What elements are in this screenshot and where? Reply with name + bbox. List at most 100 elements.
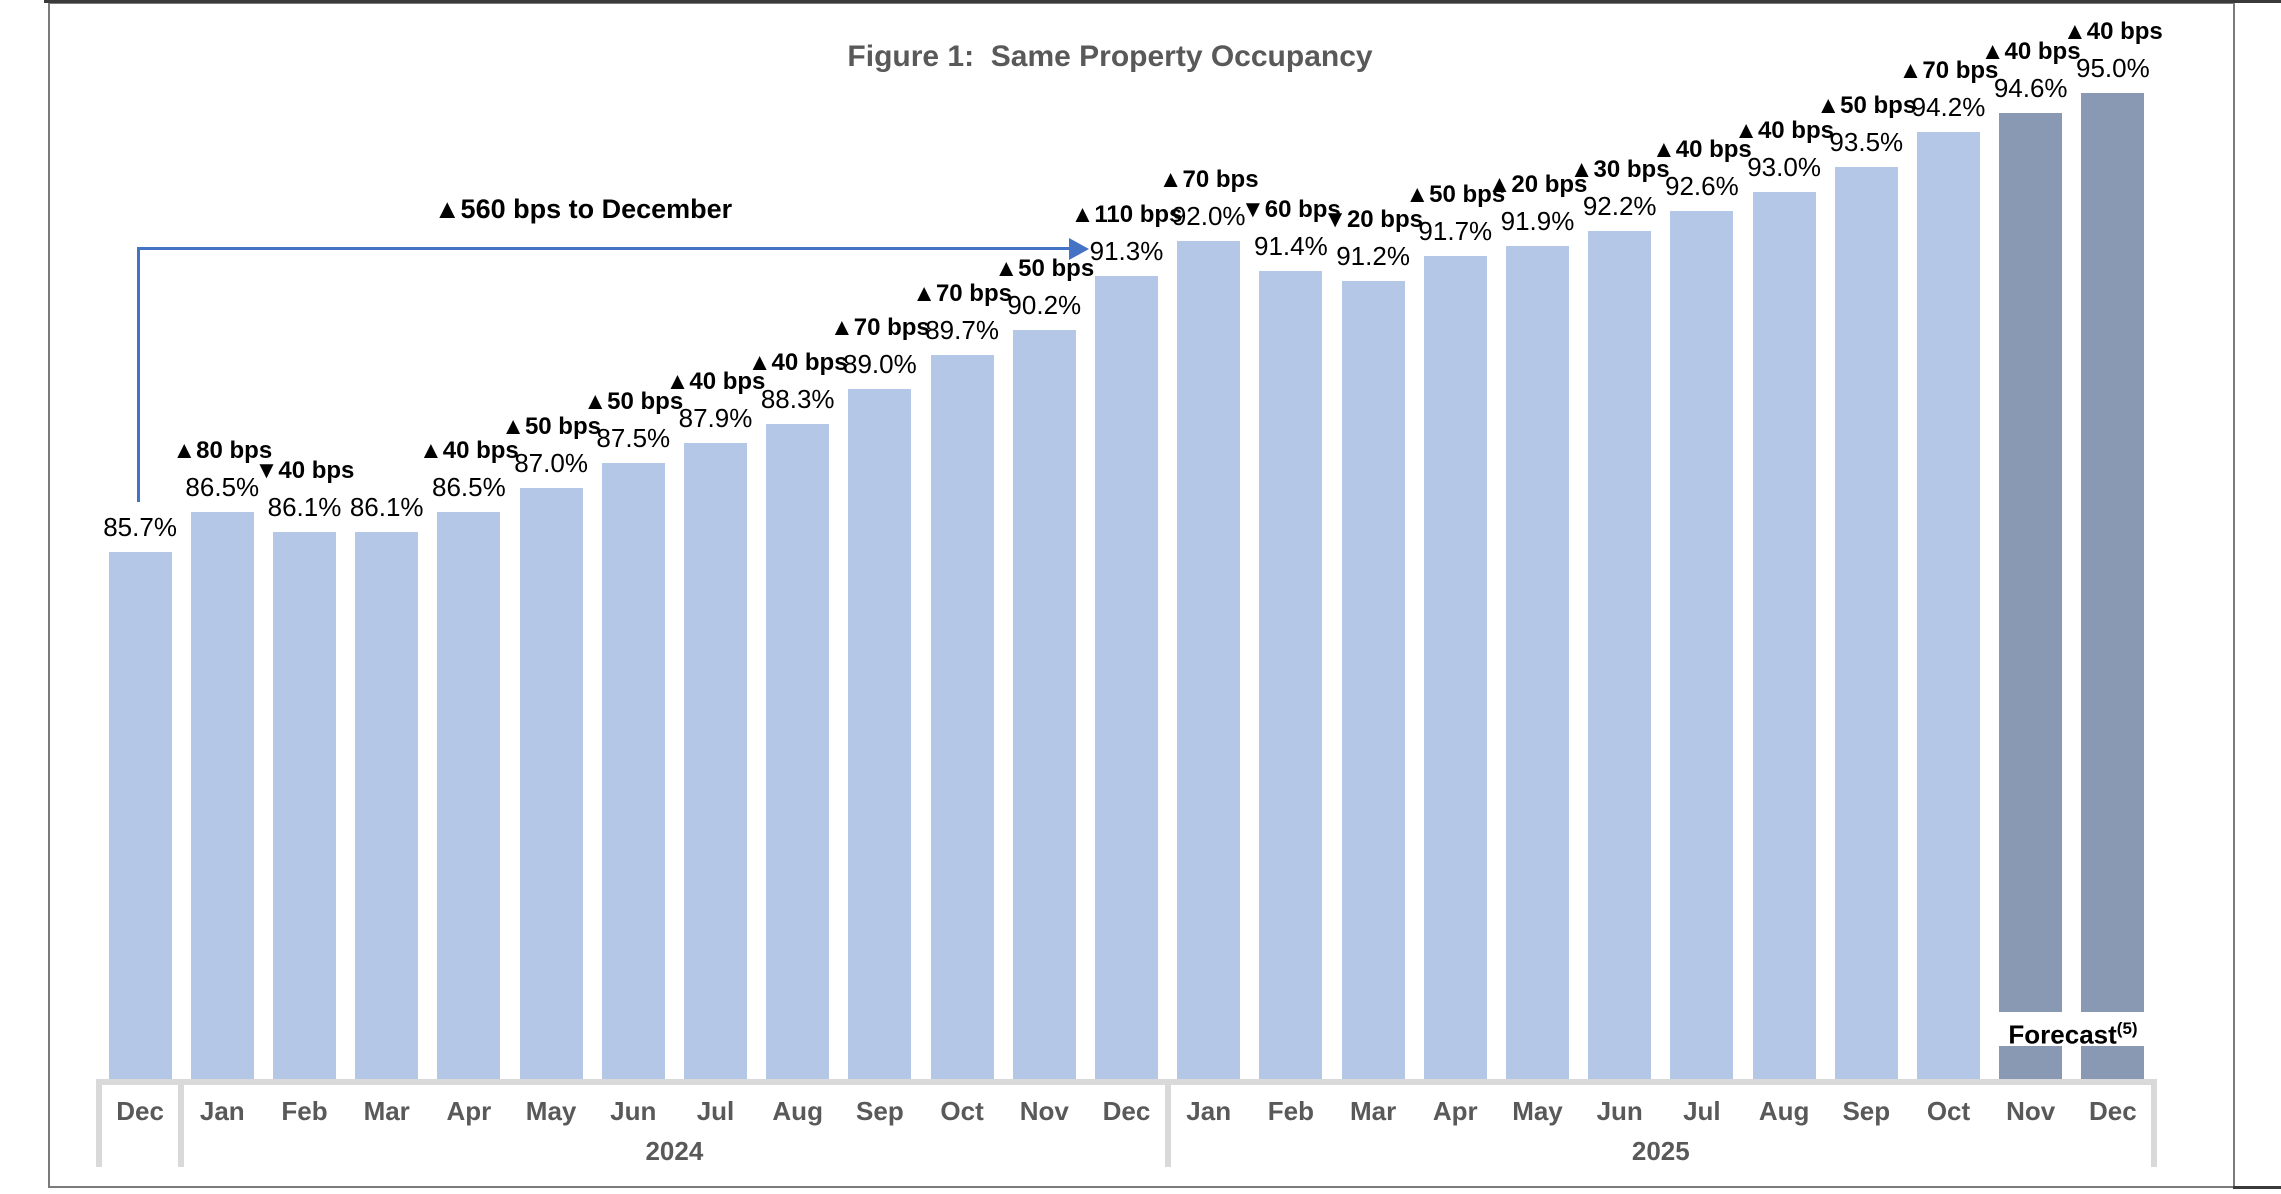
year-label-2024: 2024 [645, 1136, 704, 1166]
month-label-jul-19: Jul [1683, 1096, 1721, 1126]
month-label-dec-24: Dec [2089, 1096, 2137, 1126]
bar-oct-22 [1917, 132, 1980, 1080]
bar-value-label-jan-13: 92.0% [1171, 201, 1246, 232]
bar-value-label-feb-2: 86.1% [267, 492, 342, 523]
bar-aug-20 [1752, 191, 1816, 1080]
month-label-may-17: May [1512, 1096, 1563, 1126]
bar-change-label-dec-24: ▲40 bps [2062, 18, 2163, 45]
bar-value-label-jan-1: 86.5% [185, 472, 260, 503]
bar-dec-0 [108, 551, 172, 1080]
bar-change-label-sep-21: ▲50 bps [1816, 92, 1917, 120]
bar-value-label-aug-20: 93.0% [1747, 151, 1821, 182]
bar-value-label-oct-22: 94.2% [1911, 92, 1986, 123]
bar-change-label-jul-19: ▲40 bps [1651, 136, 1752, 164]
month-label-may-5: May [525, 1096, 577, 1126]
bar-change-label-sep-9: ▲70 bps [829, 314, 930, 342]
bar-jan-1 [190, 512, 254, 1080]
axis-separator-3 [2151, 1079, 2157, 1167]
month-label-apr-16: Apr [1432, 1096, 1478, 1126]
bar-change-label-oct-10: ▲70 bps [912, 279, 1012, 307]
bar-value-label-jul-7: 87.9% [678, 403, 753, 434]
bar-value-label-dec-0: 85.7% [103, 511, 177, 542]
bar-jul-19 [1670, 211, 1734, 1080]
bar-value-label-mar-3: 86.1% [349, 492, 424, 523]
annotation-arrow-vertical-segment [137, 248, 140, 502]
bar-feb-2 [273, 532, 336, 1080]
month-label-aug-8: Aug [772, 1096, 823, 1126]
delta-annotation-text: ▲560 bps to December [433, 194, 733, 224]
bar-change-label-apr-16: ▲50 bps [1405, 180, 1506, 208]
bar-change-label-apr-4: ▲40 bps [418, 437, 519, 465]
bar-sep-9 [848, 389, 912, 1080]
bar-aug-8 [766, 423, 830, 1080]
bar-jan-13 [1177, 241, 1241, 1080]
month-label-aug-20: Aug [1758, 1096, 1810, 1126]
bar-value-label-sep-9: 89.0% [843, 349, 917, 380]
bar-apr-16 [1423, 255, 1487, 1080]
annotation-arrowhead-icon [1069, 238, 1089, 260]
bar-feb-14 [1259, 270, 1323, 1080]
month-label-mar-3: Mar [363, 1096, 410, 1126]
month-label-jan-13: Jan [1186, 1096, 1232, 1126]
bar-mar-15 [1341, 280, 1405, 1080]
bar-change-label-aug-8: ▲40 bps [747, 348, 848, 376]
bar-may-5 [519, 487, 583, 1080]
bar-change-label-jun-6: ▲50 bps [583, 388, 684, 416]
bar-value-label-jun-18: 92.2% [1582, 191, 1657, 222]
bar-value-label-apr-4: 86.5% [432, 472, 506, 503]
bar-value-label-jun-6: 87.5% [596, 423, 671, 454]
month-label-dec-12: Dec [1102, 1096, 1151, 1126]
year-label-2025: 2025 [1631, 1136, 1690, 1166]
bar-value-label-dec-12: 91.3% [1089, 235, 1164, 266]
month-label-oct-10: Oct [940, 1096, 984, 1126]
bar-value-label-nov-23: 94.6% [1993, 72, 2068, 103]
bar-nov-23 [1999, 112, 2063, 1080]
bar-value-label-aug-8: 88.3% [760, 383, 835, 414]
chart-title: Figure 1: Same Property Occupancy [847, 40, 1373, 73]
bar-jun-6 [601, 463, 665, 1080]
bar-sep-21 [1834, 167, 1898, 1080]
bar-dec-12 [1095, 275, 1158, 1080]
axis-separator-0 [96, 1079, 102, 1167]
month-label-feb-14: Feb [1267, 1096, 1314, 1126]
month-label-oct-22: Oct [1926, 1096, 1971, 1126]
month-label-jun-6: Jun [610, 1096, 657, 1126]
bar-value-label-feb-14: 91.4% [1254, 230, 1328, 261]
month-label-nov-23: Nov [2006, 1096, 2056, 1126]
bar-value-label-may-17: 91.9% [1500, 205, 1575, 236]
bar-value-label-oct-10: 89.7% [925, 314, 999, 345]
bar-oct-10 [930, 354, 994, 1080]
axis-separator-1 [178, 1079, 185, 1167]
bar-change-label-aug-20: ▲40 bps [1734, 116, 1834, 144]
bar-nov-11 [1012, 329, 1076, 1080]
month-label-jan-1: Jan [199, 1096, 245, 1126]
bar-change-label-dec-12: ▲110 bps [1070, 200, 1183, 228]
bar-may-17 [1506, 245, 1569, 1080]
bar-jun-18 [1588, 231, 1652, 1080]
month-label-feb-2: Feb [281, 1096, 328, 1126]
bar-change-label-jan-13: ▲70 bps [1158, 166, 1259, 194]
bar-value-label-mar-15: 91.2% [1336, 240, 1410, 271]
bar-change-label-feb-2: ▼40 bps [254, 457, 355, 485]
bar-value-label-apr-16: 91.7% [1418, 215, 1493, 246]
axis-separator-2 [1164, 1079, 1171, 1167]
bar-value-label-sep-21: 93.5% [1829, 127, 1904, 158]
month-label-apr-4: Apr [446, 1096, 492, 1126]
month-label-jun-18: Jun [1596, 1096, 1643, 1126]
forecast-note-text: Forecast [2008, 1019, 2117, 1050]
bar-value-label-jul-19: 92.6% [1665, 171, 1739, 202]
forecast-note: Forecast(5) [1993, 1012, 2153, 1050]
bar-mar-3 [355, 532, 419, 1080]
month-label-mar-15: Mar [1349, 1096, 1397, 1126]
bar-change-label-jan-1: ▲80 bps [172, 437, 273, 465]
month-label-dec-0: Dec [116, 1096, 164, 1126]
figure-border [48, 2, 2235, 1188]
bar-value-label-nov-11: 90.2% [1007, 289, 1082, 320]
bar-change-label-mar-15: ▼20 bps [1323, 205, 1423, 233]
forecast-note-superscript: (5) [2116, 1019, 2138, 1038]
bar-value-label-dec-24: 95.0% [2076, 53, 2150, 83]
bar-change-label-jul-7: ▲40 bps [665, 368, 766, 396]
annotation-arrow-horizontal-segment [137, 247, 1069, 250]
month-label-nov-11: Nov [1019, 1096, 1069, 1126]
